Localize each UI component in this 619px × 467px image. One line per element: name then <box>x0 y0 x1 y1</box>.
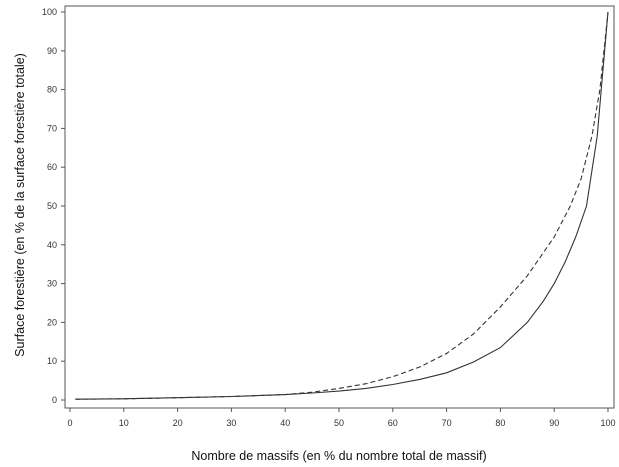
x-tick-label: 0 <box>67 418 72 428</box>
dashed-series-line <box>75 11 609 400</box>
x-axis: 0 10 20 30 40 50 60 70 80 90 100 <box>67 408 616 428</box>
y-tick-label: 70 <box>47 123 57 133</box>
plot-frame <box>64 5 615 409</box>
series-group <box>75 11 609 400</box>
y-tick-label: 40 <box>47 240 57 250</box>
y-axis-title: Surface forestière (en % de la surface f… <box>13 53 27 357</box>
y-tick-label: 90 <box>47 46 57 56</box>
y-tick-label: 10 <box>47 356 57 366</box>
solid-series-line <box>75 11 609 400</box>
x-axis-title: Nombre de massifs (en % du nombre total … <box>191 449 486 463</box>
y-axis: 0 10 20 30 40 50 60 70 80 90 100 <box>42 7 65 405</box>
x-tick-label: 20 <box>173 418 183 428</box>
y-tick-label: 20 <box>47 317 57 327</box>
x-tick-label: 40 <box>280 418 290 428</box>
y-tick-label: 50 <box>47 201 57 211</box>
y-tick-label: 100 <box>42 7 57 17</box>
x-tick-label: 70 <box>442 418 452 428</box>
x-tick-label: 30 <box>226 418 236 428</box>
y-tick-label: 60 <box>47 162 57 172</box>
x-tick-label: 90 <box>549 418 559 428</box>
y-tick-label: 0 <box>52 395 57 405</box>
x-tick-label: 10 <box>119 418 129 428</box>
y-tick-label: 30 <box>47 279 57 289</box>
x-tick-label: 100 <box>600 418 615 428</box>
x-tick-label: 60 <box>388 418 398 428</box>
x-tick-label: 80 <box>495 418 505 428</box>
x-tick-label: 50 <box>334 418 344 428</box>
y-tick-label: 80 <box>47 85 57 95</box>
